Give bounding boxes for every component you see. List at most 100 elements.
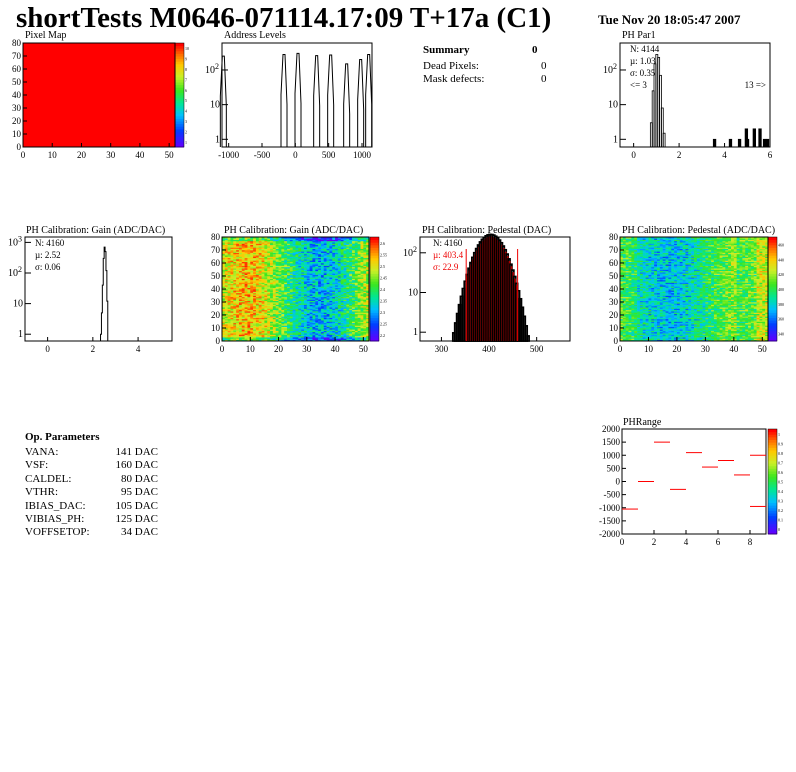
heatmap-cell (222, 296, 226, 299)
heatmap-cell (261, 294, 265, 296)
heatmap-cell (281, 302, 285, 304)
heatmap-cell (366, 269, 370, 272)
heatmap-cell (349, 289, 353, 291)
heatmap-cell (346, 302, 350, 304)
heatmap-cell (247, 299, 251, 301)
heatmap-cell (306, 296, 310, 299)
heatmap-cell (301, 320, 305, 322)
heatmap-cell (250, 277, 254, 279)
heatmap-cell (264, 257, 268, 260)
heatmap-cell (278, 286, 282, 288)
heatmap-cell (275, 322, 279, 325)
tick-label: 0 (220, 344, 225, 354)
heatmap-cell (315, 240, 319, 243)
heatmap-cell (258, 250, 262, 252)
heatmap-cell (622, 244, 626, 247)
heatmap-cell (366, 329, 370, 331)
heatmap-cell (360, 255, 364, 257)
heatmap-cell (244, 287, 248, 290)
heatmap-cell (320, 311, 325, 313)
heatmap-cell (318, 261, 322, 264)
heatmap-cell (323, 266, 327, 269)
heatmap-cell (349, 329, 353, 331)
heatmap-cell (261, 281, 265, 283)
heatmap-cell (315, 279, 319, 282)
heatmap-cell (281, 312, 285, 314)
heatmap-cell (357, 237, 361, 239)
heatmap-cell (318, 242, 322, 244)
heatmap-cell (261, 320, 265, 322)
heatmap-cell (326, 312, 330, 314)
heatmap-cell (264, 243, 268, 246)
heatmap-cell (301, 333, 305, 335)
stat-n: N: 4144 (630, 44, 660, 54)
heatmap-cell (352, 299, 356, 301)
tick-label: 30 (12, 103, 22, 113)
heatmap-cell (278, 335, 282, 338)
heatmap-cell (343, 253, 347, 256)
heatmap-cell (298, 270, 302, 273)
heatmap-cell (222, 253, 226, 256)
heatmap-cell (292, 302, 296, 304)
heatmap-cell (309, 251, 313, 253)
heatmap-cell (318, 244, 322, 247)
heatmap-cell (634, 300, 638, 303)
heatmap-cell (349, 313, 353, 316)
heatmap-cell (323, 273, 327, 275)
heatmap-cell (366, 264, 370, 266)
heatmap-cell (255, 313, 260, 316)
heatmap-cell (224, 272, 228, 274)
heatmap-cell (329, 252, 333, 255)
heatmap-cell (284, 238, 288, 240)
heatmap-cell (357, 279, 361, 282)
heatmap-cell (634, 337, 638, 339)
heatmap-cell (631, 265, 635, 268)
heatmap-cell (301, 304, 305, 307)
heatmap-cell (224, 277, 228, 279)
heatmap-cell (340, 257, 344, 260)
heatmap-cell (631, 287, 635, 290)
heatmap-cell (255, 296, 260, 299)
heatmap-cell (309, 318, 313, 321)
heatmap-cell (620, 292, 624, 295)
heatmap-cell (250, 305, 254, 308)
heatmap-cell (335, 253, 339, 256)
heatmap-cell (227, 324, 231, 326)
heatmap-cell (620, 272, 624, 274)
heatmap-cell (289, 272, 293, 274)
heatmap-cell (295, 270, 299, 273)
heatmap-cell (295, 311, 299, 313)
heatmap-cell (241, 256, 245, 259)
heatmap-cell (272, 240, 277, 243)
heatmap-cell (332, 285, 336, 287)
heatmap-cell (634, 298, 638, 300)
heatmap-cell (258, 317, 262, 320)
heatmap-cell (230, 240, 234, 243)
heatmap-cell (360, 289, 364, 291)
heatmap-cell (247, 305, 251, 308)
heatmap-cell (224, 304, 228, 307)
heatmap-cell (346, 313, 350, 316)
heatmap-cell (275, 334, 279, 337)
heatmap-cell (233, 308, 237, 311)
heatmap-cell (312, 255, 316, 257)
heatmap-cell (303, 278, 308, 281)
tick-label: 20 (211, 310, 221, 320)
heatmap-cell (227, 266, 231, 269)
heatmap-cell (238, 299, 243, 301)
heatmap-cell (332, 305, 336, 308)
tick-label: 10 (211, 323, 221, 333)
heatmap-cell (352, 269, 356, 272)
heatmap-cell (264, 263, 268, 265)
heatmap-cell (354, 242, 358, 244)
heatmap-cell (275, 330, 279, 333)
heatmap-cell (354, 311, 358, 313)
heatmap-cell (236, 309, 240, 312)
heatmap-cell (227, 338, 231, 340)
heatmap-cell (625, 279, 629, 282)
colorbar-cell (370, 309, 379, 313)
tick-label: 70 (211, 245, 221, 255)
heatmap-cell (312, 289, 316, 291)
heatmap-cell (326, 251, 330, 253)
heatmap-cell (238, 259, 243, 261)
